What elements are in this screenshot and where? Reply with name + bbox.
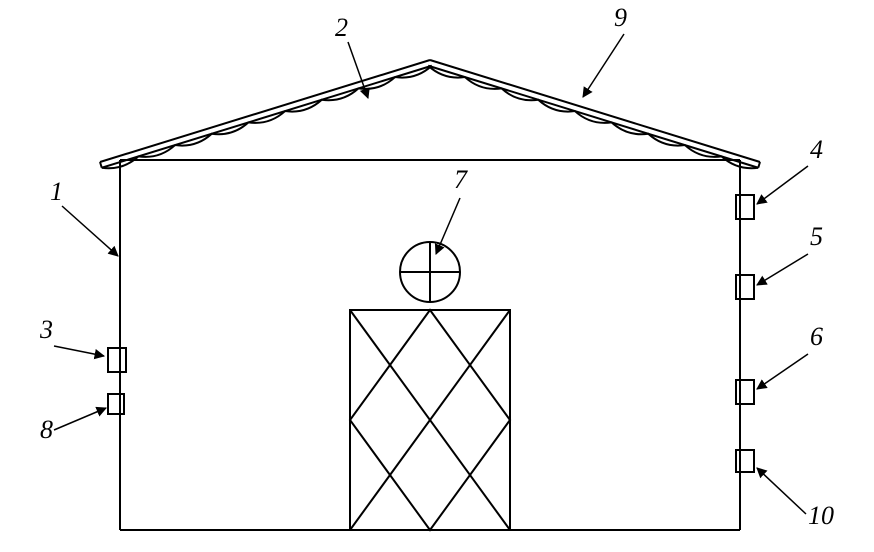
box-8 [108,394,124,414]
leader-1 [62,206,118,256]
label-4: 4 [810,135,823,164]
label-10: 10 [808,501,834,530]
box-6 [736,380,754,404]
leader-9 [583,34,624,97]
label-5: 5 [810,222,823,251]
label-7: 7 [454,165,468,194]
roof-outer-left [100,60,430,162]
leader-7 [436,198,460,254]
label-6: 6 [810,322,823,351]
leader-4 [757,166,808,204]
roof-eave-cap-left [100,162,102,168]
label-1: 1 [50,177,63,206]
leader-3 [54,346,104,356]
leader-6 [757,354,808,389]
label-9: 9 [614,3,627,32]
box-5 [736,275,754,299]
roof-outer-right [430,60,760,162]
roof-eave-cap-right [758,162,760,168]
box-3 [108,348,126,372]
leader-8 [54,408,106,430]
leader-5 [757,254,808,285]
roof-inner-left [102,66,432,168]
leader-10 [757,468,806,514]
label-2: 2 [335,13,348,42]
box-4 [736,195,754,219]
box-10 [736,450,754,472]
label-8: 8 [40,415,53,444]
label-3: 3 [39,315,53,344]
